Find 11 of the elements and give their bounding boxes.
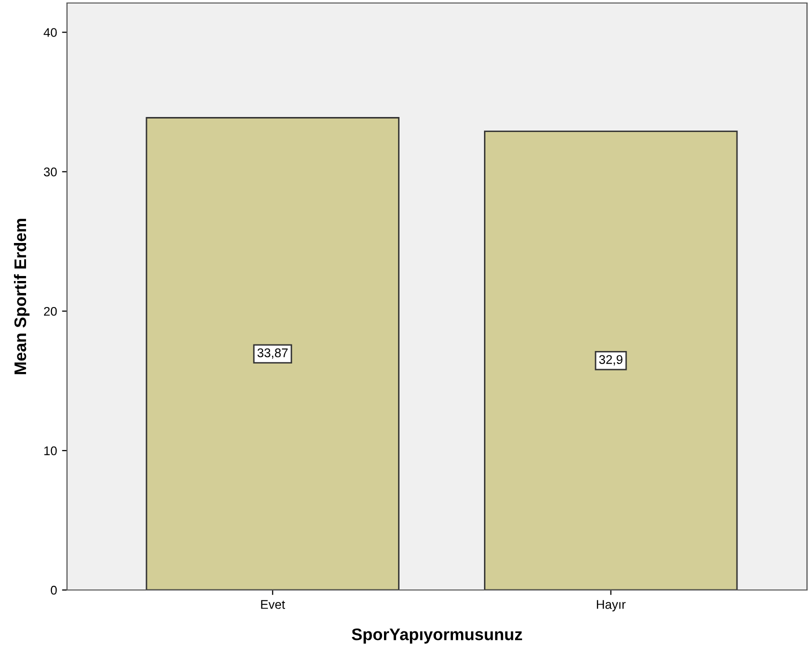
x-tick-label: Hayır xyxy=(596,600,626,612)
y-tick-label: 0 xyxy=(50,586,57,595)
y-tick-label: 30 xyxy=(44,168,57,176)
data-label: 33,87 xyxy=(257,348,288,359)
data-label: 32,9 xyxy=(599,355,622,366)
y-tick-label: 40 xyxy=(44,28,57,37)
y-tick-label: 10 xyxy=(44,446,57,456)
x-tick-label: Evet xyxy=(261,600,286,609)
x-axis-title: SporYapıyormusunuz xyxy=(352,628,522,644)
y-tick-label: 20 xyxy=(44,306,57,316)
y-axis-title: Mean Sportif Erdem xyxy=(14,218,30,374)
